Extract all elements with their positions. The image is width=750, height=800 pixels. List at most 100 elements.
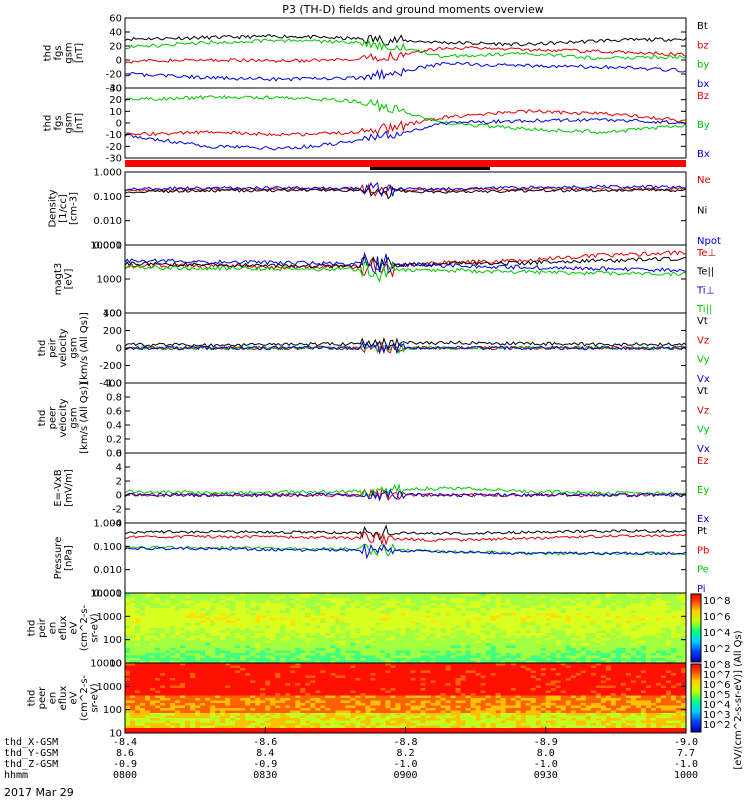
heatmap-cell <box>575 628 582 631</box>
heatmap-cell <box>420 615 426 619</box>
heatmap-cell <box>400 613 406 616</box>
heatmap-cell <box>595 623 602 626</box>
heatmap-cell <box>405 643 411 646</box>
heatmap-cell <box>365 700 371 704</box>
heatmap-cell <box>320 720 326 724</box>
heatmap-cell <box>215 700 221 704</box>
heatmap-cell <box>630 653 637 656</box>
heatmap-cell <box>630 640 637 644</box>
heatmap-cell <box>335 605 341 609</box>
heatmap-cell <box>245 698 251 701</box>
heatmap-cell <box>380 683 386 686</box>
heatmap-cell <box>125 713 131 716</box>
heatmap-cell <box>305 678 311 681</box>
heatmap-cell <box>295 605 301 609</box>
heatmap-cell <box>470 620 477 624</box>
heatmap-cell <box>225 725 231 729</box>
heatmap-cell <box>410 660 416 664</box>
heatmap-cell <box>280 653 286 656</box>
heatmap-cell <box>330 648 336 651</box>
heatmap-cell <box>510 600 517 604</box>
heatmap-cell <box>465 598 472 601</box>
heatmap-cell <box>600 650 607 654</box>
heatmap-cell <box>470 593 477 596</box>
heatmap-cell <box>160 603 166 606</box>
heatmap-cell <box>390 665 396 669</box>
heatmap-cell <box>430 615 436 619</box>
heatmap-cell <box>130 720 136 724</box>
heatmap-cell <box>670 628 677 631</box>
heatmap-cell <box>535 660 542 664</box>
heatmap-cell <box>240 710 246 714</box>
heatmap-cell <box>390 690 396 694</box>
heatmap-cell <box>335 613 341 616</box>
heatmap-cell <box>350 593 356 596</box>
heatmap-cell <box>620 625 627 629</box>
heatmap-cell <box>155 663 161 666</box>
heatmap-cell <box>215 643 221 646</box>
heatmap-cell <box>550 593 557 596</box>
heatmap-cell <box>280 660 286 664</box>
heatmap-cell <box>340 643 346 646</box>
heatmap-cell <box>225 683 231 686</box>
heatmap-cell <box>205 615 211 619</box>
heatmap-cell <box>345 720 351 724</box>
heatmap-cell <box>655 648 662 651</box>
heatmap-cell <box>325 678 331 681</box>
heatmap-cell <box>615 653 622 656</box>
heatmap-cell <box>255 615 261 619</box>
heatmap-cell <box>475 648 482 651</box>
heatmap-cell <box>225 605 231 609</box>
heatmap-cell <box>380 705 386 709</box>
heatmap-cell <box>185 685 191 689</box>
heatmap-cell <box>425 600 431 604</box>
heatmap-cell <box>250 673 256 676</box>
heatmap-cell <box>235 658 241 661</box>
heatmap-cell <box>155 703 161 706</box>
heatmap-cell <box>680 595 687 599</box>
heatmap-cell <box>190 658 196 661</box>
heatmap-cell <box>340 658 346 661</box>
heatmap-cell <box>520 600 527 604</box>
heatmap-cell <box>400 660 406 664</box>
heatmap-cell <box>395 703 401 706</box>
heatmap-cell <box>345 673 351 676</box>
heatmap-cell <box>170 640 176 644</box>
heatmap-cell <box>625 598 632 601</box>
heatmap-cell <box>280 650 286 654</box>
heatmap-cell <box>210 723 216 726</box>
heatmap-cell <box>165 613 171 616</box>
heatmap-cell <box>325 720 331 724</box>
heatmap-cell <box>160 663 166 666</box>
heatmap-cell <box>595 628 602 631</box>
heatmap-cell <box>125 650 131 654</box>
heatmap-cell <box>230 638 236 641</box>
heatmap-cell <box>280 628 286 631</box>
heatmap-cell <box>140 683 146 686</box>
heatmap-cell <box>570 638 577 641</box>
heatmap-cell <box>155 720 161 724</box>
heatmap-cell <box>135 655 141 659</box>
heatmap-cell <box>550 638 557 641</box>
heatmap-cell <box>360 625 366 629</box>
heatmap-cell <box>130 708 136 711</box>
heatmap-cell <box>290 635 296 639</box>
heatmap-cell <box>610 598 617 601</box>
heatmap-cell <box>230 595 236 599</box>
heatmap-cell <box>655 620 662 624</box>
heatmap-cell <box>470 650 477 654</box>
heatmap-cell <box>145 688 151 691</box>
heatmap-cell <box>595 608 602 611</box>
heatmap-cell <box>640 630 647 634</box>
heatmap-cell <box>675 648 682 651</box>
heatmap-cell <box>445 643 451 646</box>
heatmap-cell <box>480 610 487 614</box>
y-tick-label: 0.0 <box>106 449 122 460</box>
heatmap-cell <box>160 635 166 639</box>
heatmap-cell <box>455 603 461 606</box>
heatmap-cell <box>565 660 572 664</box>
heatmap-cell <box>190 710 196 714</box>
heatmap-cell <box>290 645 296 649</box>
heatmap-cell <box>200 615 206 619</box>
heatmap-cell <box>215 715 221 719</box>
